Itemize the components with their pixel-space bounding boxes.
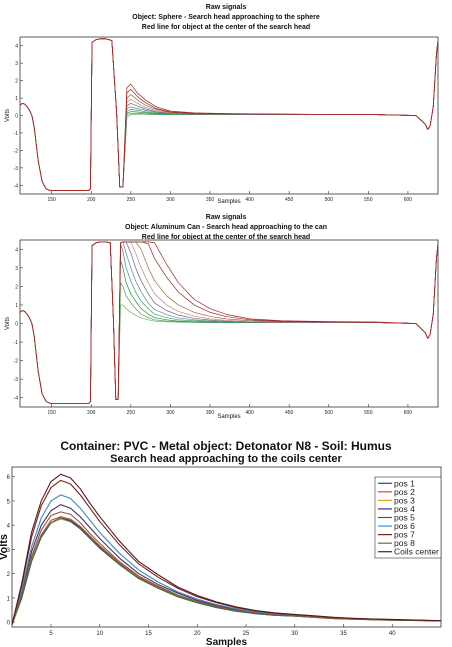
x-axis-label: Samples [217, 414, 240, 420]
y-tick-label: 0 [15, 114, 18, 120]
chart-title-line: Raw signals [206, 4, 247, 11]
series-line-1 [20, 241, 438, 404]
aluminum-can-signal-chart: Raw signals Object: Aluminum Can - Search… [5, 214, 439, 420]
series-line-coils-center [12, 473, 441, 625]
y-axis-label: Volts [5, 109, 11, 122]
x-tick-label: 25 [243, 631, 250, 637]
x-tick-label: 600 [404, 197, 413, 203]
y-tick-label: 4 [15, 44, 18, 50]
x-tick-label: 450 [285, 410, 294, 416]
x-tick-label: 150 [47, 410, 56, 416]
chart-panel-aluminum-can: Raw signals Object: Aluminum Can - Search… [0, 212, 452, 438]
x-tick-label: 150 [47, 197, 56, 203]
x-tick-label: 15 [145, 631, 152, 637]
y-axis-label: Volts [0, 534, 10, 560]
x-tick-label: 300 [166, 197, 175, 203]
legend-entry: pos 8 [394, 538, 415, 548]
x-axis-label: Samples [217, 199, 240, 205]
chart-title-line: Search head approaching to the coils cen… [110, 453, 342, 465]
y-tick-label: 3 [7, 548, 11, 554]
y-tick-label: 2 [15, 79, 18, 85]
x-tick-label: 450 [285, 197, 294, 203]
y-tick-label: -1 [14, 340, 19, 346]
y-tick-label: -2 [14, 359, 19, 365]
y-tick-label: -1 [14, 131, 19, 137]
x-tick-label: 300 [166, 410, 175, 416]
legend-entry: pos 2 [394, 487, 415, 497]
series-group [20, 241, 438, 404]
y-axis-label: Volts [5, 317, 11, 330]
x-tick-label: 400 [245, 410, 254, 416]
y-tick-label: 5 [7, 499, 11, 505]
y-tick-label: 0 [15, 322, 18, 328]
y-tick-label: -3 [14, 166, 19, 172]
legend-entry: pos 1 [394, 478, 415, 488]
series-line-1 [20, 38, 438, 191]
y-tick-label: 3 [15, 61, 18, 67]
x-tick-label: 40 [389, 631, 396, 637]
plot-area [19, 239, 439, 408]
series-group [12, 473, 441, 625]
y-tick-label: -3 [14, 377, 19, 383]
chart-title-line: Container: PVC - Metal object: Detonator… [60, 439, 392, 453]
y-tick-label: 2 [15, 284, 18, 290]
y-tick-label: 4 [7, 524, 11, 530]
x-tick-label: 250 [127, 410, 136, 416]
y-tick-label: 6 [7, 475, 11, 481]
chart-title-line: Raw signals [206, 214, 247, 221]
x-tick-label: 350 [206, 410, 215, 416]
detonator-signal-chart: Container: PVC - Metal object: Detonator… [0, 439, 442, 647]
x-tick-label: 500 [325, 197, 334, 203]
y-tick-label: 1 [7, 596, 11, 602]
x-tick-label: 550 [364, 410, 373, 416]
x-tick-label: 600 [404, 410, 413, 416]
y-tick-label: 0 [7, 621, 11, 627]
x-tick-label: 350 [206, 197, 215, 203]
x-tick-label: 500 [325, 410, 334, 416]
legend-entry: pos 7 [394, 530, 415, 540]
chart-title-line: Object: Aluminum Can - Search head appro… [125, 224, 327, 231]
y-tick-label: 1 [15, 303, 18, 309]
x-tick-label: 250 [127, 197, 136, 203]
legend-entry: pos 6 [394, 521, 415, 531]
y-tick-label: -4 [14, 183, 19, 189]
x-tick-label: 20 [194, 631, 201, 637]
legend-entry: pos 4 [394, 504, 415, 514]
x-tick-label: 10 [96, 631, 103, 637]
legend-entry: Coils center [394, 547, 439, 557]
chart-title-line: Red line for object at the center of the… [142, 24, 310, 31]
chart-title-line: Red line for object at the center of the… [142, 234, 310, 241]
y-tick-label: 4 [15, 247, 18, 253]
chart-panel-sphere: Raw signals Object: Sphere - Search head … [0, 0, 452, 212]
y-tick-label: -2 [14, 148, 19, 154]
legend-entry: pos 5 [394, 513, 415, 523]
x-axis-label: Samples [206, 637, 248, 647]
plot-area [19, 36, 439, 195]
y-tick-label: 2 [7, 572, 11, 578]
x-tick-label: 550 [364, 197, 373, 203]
x-tick-label: 400 [245, 197, 254, 203]
sphere-signal-chart: Raw signals Object: Sphere - Search head … [5, 4, 439, 205]
series-line-pos-8 [12, 511, 441, 625]
series-group [20, 38, 438, 191]
chart-panel-detonator: Container: PVC - Metal object: Detonator… [0, 438, 452, 647]
x-tick-label: 5 [49, 631, 53, 637]
chart-title-line: Object: Sphere - Search head approaching… [132, 14, 320, 21]
y-tick-label: -4 [14, 396, 19, 402]
x-tick-label: 30 [291, 631, 298, 637]
x-tick-label: 35 [340, 631, 347, 637]
y-tick-label: 1 [15, 96, 18, 102]
legend-entry: pos 3 [394, 495, 415, 505]
y-tick-label: 3 [15, 266, 18, 272]
x-tick-label: 200 [87, 410, 96, 416]
x-tick-label: 200 [87, 197, 96, 203]
